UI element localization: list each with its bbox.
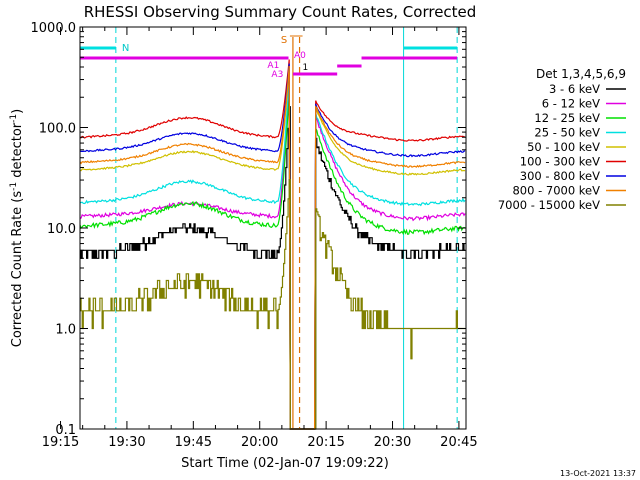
- legend-label-8: 7000 - 15000 keV: [498, 198, 600, 212]
- series-line-1: [79, 79, 466, 430]
- y-tick-label: 10.0: [47, 222, 76, 237]
- series-line-8: [80, 179, 466, 430]
- legend-label-3: 25 - 50 keV: [534, 126, 600, 140]
- footer-timestamp: 13-Oct-2021 13:37: [560, 469, 636, 478]
- series-line-0: [80, 106, 466, 430]
- legend-label-5: 100 - 300 keV: [520, 155, 600, 169]
- legend-label-2: 12 - 25 keV: [534, 111, 600, 125]
- y-axis-label-sup1: -1: [9, 182, 19, 191]
- chart-title: RHESSI Observing Summary Count Rates, Co…: [84, 3, 477, 21]
- y-tick-label: 100.0: [39, 122, 76, 137]
- night-label: N: [122, 43, 129, 54]
- x-tick-label: 19:30: [108, 435, 145, 450]
- series-line-3: [79, 76, 466, 430]
- y-axis-label-sup2: -1: [9, 114, 19, 123]
- x-tick-label: 20:00: [241, 435, 278, 450]
- x-tick-label: 20:30: [374, 435, 411, 450]
- attenuator-label: A0: [294, 51, 306, 61]
- x-tick-label: 19:45: [175, 435, 212, 450]
- legend-title: Det 1,3,4,5,6,9: [536, 67, 626, 81]
- x-tick-label: 20:45: [440, 435, 477, 450]
- x-tick-label: 19:15: [42, 435, 79, 450]
- y-axis-label-end: ): [10, 109, 25, 114]
- legend-label-4: 50 - 100 keV: [527, 140, 600, 154]
- attenuator-label: A3: [271, 70, 283, 80]
- legend-label-6: 300 - 800 keV: [520, 169, 600, 183]
- attenuator-label: A1: [267, 61, 279, 71]
- y-tick-label: 1.0: [55, 323, 76, 338]
- y-axis-label: Corrected Count Rate (s-1 detector-1): [9, 109, 25, 347]
- series-line-2: [79, 91, 466, 430]
- saa-label: S: [281, 35, 287, 46]
- y-axis-label-mid: detector: [10, 122, 25, 182]
- y-tick-label: 1000.0: [31, 21, 77, 36]
- legend-label-7: 800 - 7000 keV: [512, 184, 600, 198]
- series-group: [79, 59, 466, 430]
- series-line-7: [79, 66, 466, 430]
- series-line-6: [79, 63, 466, 430]
- y-axis-label-main: Corrected Count Rate (s: [10, 191, 25, 348]
- series-line-5: [79, 59, 466, 430]
- attenuator-label: 1: [302, 63, 308, 73]
- x-axis-ticks: 19:15 19:30 19:45 20:00 20:15 20:30 20:45: [42, 27, 478, 450]
- legend-label-1: 6 - 12 keV: [542, 97, 600, 111]
- x-axis-label: Start Time (02-Jan-07 19:09:22): [181, 456, 389, 471]
- x-tick-label: 20:15: [307, 435, 344, 450]
- series-line-4: [79, 68, 466, 430]
- legend-label-0: 3 - 6 keV: [549, 82, 600, 96]
